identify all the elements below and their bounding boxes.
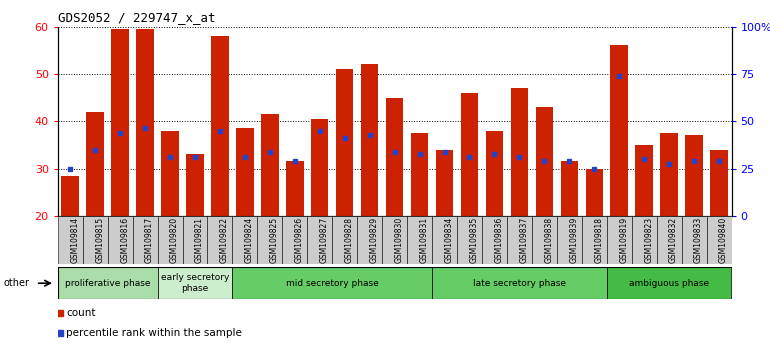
Bar xyxy=(460,93,478,216)
Bar xyxy=(611,46,628,216)
Bar xyxy=(561,161,578,216)
Text: GSM109818: GSM109818 xyxy=(594,217,603,263)
Bar xyxy=(307,216,332,264)
Bar xyxy=(557,216,582,264)
Text: GSM109838: GSM109838 xyxy=(544,217,554,263)
Bar xyxy=(607,267,731,299)
Text: GSM109830: GSM109830 xyxy=(394,217,403,263)
Text: GSM109817: GSM109817 xyxy=(145,217,154,263)
Bar xyxy=(108,216,132,264)
Text: GSM109836: GSM109836 xyxy=(494,217,504,263)
Bar xyxy=(257,216,283,264)
Bar xyxy=(457,216,482,264)
Text: GSM109823: GSM109823 xyxy=(644,217,653,263)
Bar xyxy=(607,216,631,264)
Bar xyxy=(286,161,303,216)
Bar xyxy=(112,29,129,216)
Bar xyxy=(82,216,108,264)
Text: mid secretory phase: mid secretory phase xyxy=(286,279,379,288)
Text: GSM109832: GSM109832 xyxy=(669,217,678,263)
Bar xyxy=(631,216,657,264)
Bar xyxy=(685,136,703,216)
Bar xyxy=(407,216,432,264)
Bar xyxy=(136,29,154,216)
Text: GSM109815: GSM109815 xyxy=(95,217,104,263)
Text: GDS2052 / 229747_x_at: GDS2052 / 229747_x_at xyxy=(58,11,216,24)
Bar xyxy=(336,69,353,216)
Bar xyxy=(681,216,707,264)
Bar xyxy=(707,216,732,264)
Bar xyxy=(361,64,378,216)
Bar xyxy=(432,216,457,264)
Text: GSM109822: GSM109822 xyxy=(220,217,229,263)
Text: count: count xyxy=(66,308,95,318)
Bar xyxy=(62,176,79,216)
Text: GSM109829: GSM109829 xyxy=(370,217,379,263)
Bar xyxy=(357,216,382,264)
Text: GSM109825: GSM109825 xyxy=(270,217,279,263)
Bar xyxy=(283,216,307,264)
Text: GSM109816: GSM109816 xyxy=(120,217,129,263)
Bar xyxy=(585,169,603,216)
Bar xyxy=(710,150,728,216)
Bar xyxy=(436,150,454,216)
Text: GSM109837: GSM109837 xyxy=(520,217,528,263)
Text: early secretory
phase: early secretory phase xyxy=(161,274,229,293)
Bar xyxy=(486,131,503,216)
Bar xyxy=(657,216,681,264)
Bar xyxy=(661,133,678,216)
Text: ambiguous phase: ambiguous phase xyxy=(629,279,709,288)
Bar xyxy=(182,216,207,264)
Bar xyxy=(411,133,428,216)
Bar xyxy=(536,107,553,216)
Text: proliferative phase: proliferative phase xyxy=(65,279,150,288)
Bar xyxy=(635,145,653,216)
Bar xyxy=(233,267,432,299)
Bar xyxy=(158,216,182,264)
Bar xyxy=(311,119,329,216)
Bar xyxy=(382,216,407,264)
Bar xyxy=(511,88,528,216)
Bar xyxy=(482,216,507,264)
Text: GSM109821: GSM109821 xyxy=(195,217,204,263)
Bar xyxy=(58,267,158,299)
Text: GSM109826: GSM109826 xyxy=(295,217,304,263)
Text: percentile rank within the sample: percentile rank within the sample xyxy=(66,328,242,338)
Bar xyxy=(158,267,233,299)
Bar xyxy=(211,36,229,216)
Text: GSM109828: GSM109828 xyxy=(345,217,353,263)
Text: GSM109840: GSM109840 xyxy=(719,217,728,263)
Text: GSM109839: GSM109839 xyxy=(569,217,578,263)
Text: late secretory phase: late secretory phase xyxy=(473,279,566,288)
Bar xyxy=(233,216,257,264)
Bar xyxy=(186,154,204,216)
Bar xyxy=(386,98,403,216)
Bar xyxy=(532,216,557,264)
Bar xyxy=(161,131,179,216)
Bar xyxy=(58,216,82,264)
Text: GSM109827: GSM109827 xyxy=(320,217,329,263)
Text: GSM109835: GSM109835 xyxy=(470,217,478,263)
Text: GSM109831: GSM109831 xyxy=(420,217,429,263)
Text: GSM109819: GSM109819 xyxy=(619,217,628,263)
Bar xyxy=(332,216,357,264)
Bar xyxy=(86,112,104,216)
Text: GSM109833: GSM109833 xyxy=(694,217,703,263)
Text: other: other xyxy=(4,278,30,288)
Bar xyxy=(582,216,607,264)
Text: GSM109824: GSM109824 xyxy=(245,217,254,263)
Text: GSM109820: GSM109820 xyxy=(170,217,179,263)
Text: GSM109814: GSM109814 xyxy=(70,217,79,263)
Bar xyxy=(261,114,279,216)
Bar xyxy=(207,216,233,264)
Bar xyxy=(236,129,253,216)
Bar xyxy=(432,267,607,299)
Bar xyxy=(507,216,532,264)
Text: GSM109834: GSM109834 xyxy=(444,217,454,263)
Bar xyxy=(132,216,158,264)
